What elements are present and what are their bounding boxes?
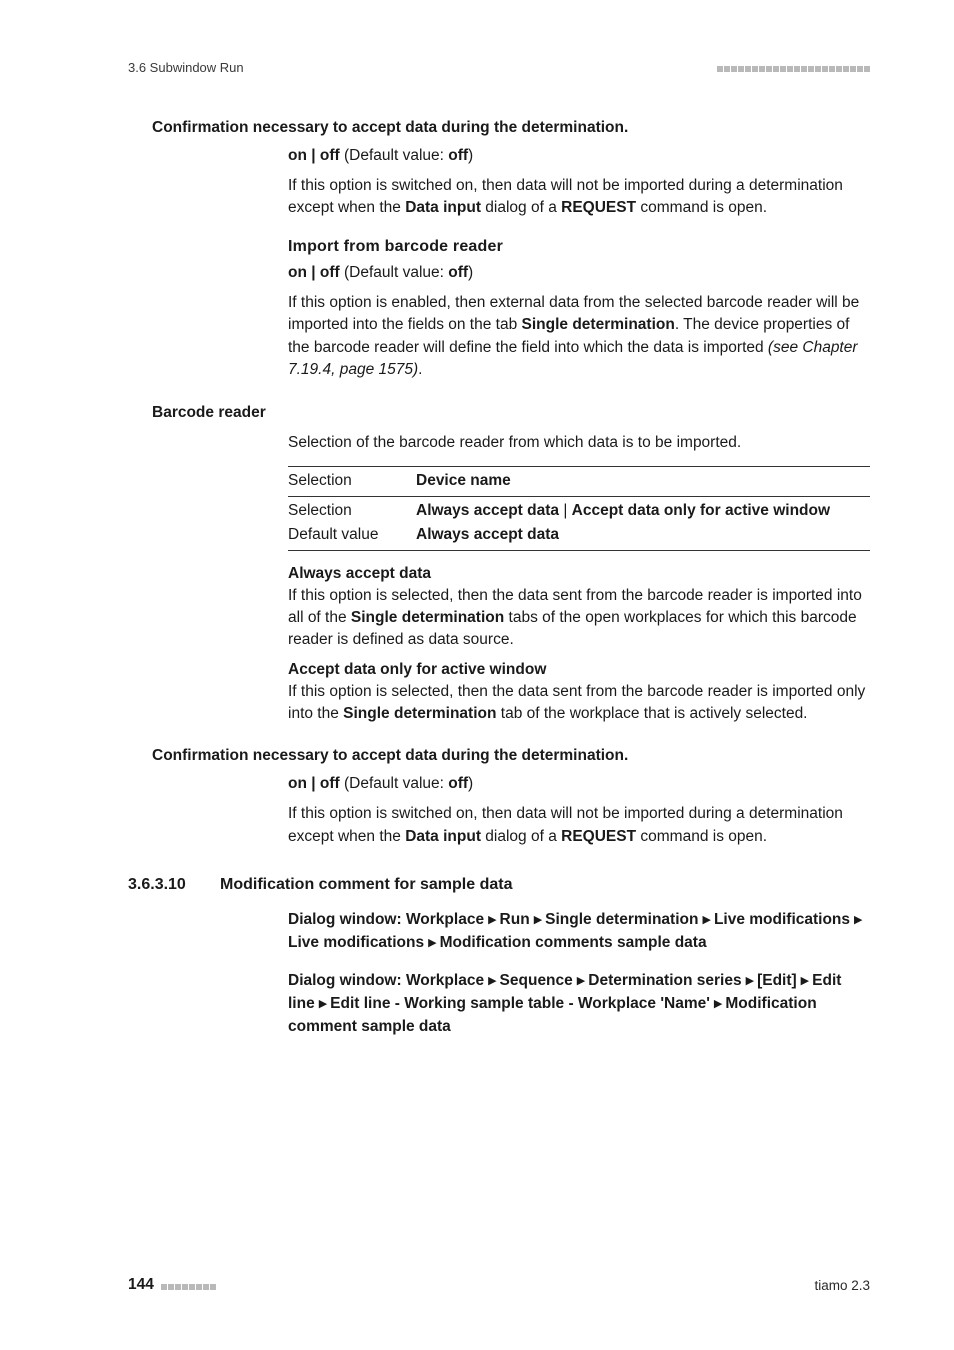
page-footer: 144 tiamo 2.3 [128, 1276, 870, 1294]
running-header: 3.6 Subwindow Run [128, 60, 870, 75]
footer-right: tiamo 2.3 [814, 1278, 870, 1293]
onoff-post: ) [468, 775, 473, 792]
definition-active-window: Accept data only for active window If th… [288, 661, 870, 725]
heading-confirmation-1: Confirmation necessary to accept data du… [152, 119, 870, 137]
page-content: Confirmation necessary to accept data du… [128, 119, 870, 1038]
chevron-right-icon: ▶ [801, 973, 809, 990]
definition-always-accept: Always accept data If this option is sel… [288, 565, 870, 651]
chevron-right-icon: ▶ [488, 973, 496, 990]
table-rule [288, 550, 870, 551]
table-cell-value: Always accept data | Accept data only fo… [416, 502, 870, 520]
onoff-default: off [448, 775, 468, 792]
heading-confirmation-2: Confirmation necessary to accept data du… [152, 747, 870, 765]
chevron-right-icon: ▶ [428, 935, 436, 952]
table-cell-label: Default value [288, 526, 416, 544]
breadcrumb-1: Dialog window: Workplace▶Run▶Single dete… [288, 908, 870, 955]
chevron-right-icon: ▶ [319, 996, 327, 1013]
para-import: If this option is enabled, then external… [288, 292, 870, 382]
para-barcode-intro: Selection of the barcode reader from whi… [288, 432, 870, 454]
subsection-number: 3.6.3.10 [128, 876, 220, 894]
breadcrumb-2: Dialog window: Workplace▶Sequence▶Determ… [288, 969, 870, 1039]
onoff-options: on | off [288, 147, 340, 164]
onoff-post: ) [468, 264, 473, 281]
definition-body: If this option is selected, then the dat… [288, 585, 870, 651]
block-subsection: Dialog window: Workplace▶Run▶Single dete… [288, 908, 870, 1038]
onoff-mid: (Default value: [340, 775, 449, 792]
onoff-default: off [448, 264, 468, 281]
onoff-line-1: on | off (Default value: off) [288, 147, 870, 165]
header-ornament [716, 60, 870, 75]
page-number: 144 [128, 1276, 154, 1294]
chevron-right-icon: ▶ [854, 912, 862, 929]
onoff-options: on | off [288, 264, 340, 281]
table-cell-label: Selection [288, 472, 416, 490]
subsection-title: Modification comment for sample data [220, 876, 512, 894]
para-confirmation-2: If this option is switched on, then data… [288, 803, 870, 848]
subsection-header: 3.6.3.10 Modification comment for sample… [128, 876, 870, 894]
chevron-right-icon: ▶ [714, 996, 722, 1013]
onoff-options: on | off [288, 775, 340, 792]
chevron-right-icon: ▶ [702, 912, 710, 929]
chevron-right-icon: ▶ [746, 973, 754, 990]
table-row: Selection Device name [288, 467, 870, 496]
header-left: 3.6 Subwindow Run [128, 60, 244, 75]
table-row: Default value Always accept data [288, 526, 870, 550]
onoff-mid: (Default value: [340, 264, 449, 281]
heading-import-barcode: Import from barcode reader [288, 238, 870, 256]
table-cell-value: Always accept data [416, 526, 870, 544]
footer-ornament [160, 1278, 216, 1293]
chevron-right-icon: ▶ [488, 912, 496, 929]
block-confirmation-1: on | off (Default value: off) If this op… [288, 147, 870, 382]
block-barcode: Selection of the barcode reader from whi… [288, 432, 870, 725]
onoff-line-2: on | off (Default value: off) [288, 775, 870, 793]
chevron-right-icon: ▶ [534, 912, 542, 929]
document-page: 3.6 Subwindow Run Confirmation necessary… [0, 0, 954, 1350]
definition-body: If this option is selected, then the dat… [288, 681, 870, 725]
table-cell-label: Selection [288, 502, 416, 520]
onoff-default: off [448, 147, 468, 164]
footer-left: 144 [128, 1276, 216, 1294]
table-row: Selection Always accept data | Accept da… [288, 497, 870, 526]
definition-head: Accept data only for active window [288, 661, 870, 679]
table-cell-value: Device name [416, 472, 870, 490]
onoff-post: ) [468, 147, 473, 164]
definition-head: Always accept data [288, 565, 870, 583]
chevron-right-icon: ▶ [577, 973, 585, 990]
spec-table: Selection Device name Selection Always a… [288, 466, 870, 551]
onoff-line-import: on | off (Default value: off) [288, 264, 870, 282]
heading-barcode-reader: Barcode reader [152, 404, 870, 422]
block-confirmation-2: on | off (Default value: off) If this op… [288, 775, 870, 848]
para-confirmation-1: If this option is switched on, then data… [288, 175, 870, 220]
onoff-mid: (Default value: [340, 147, 449, 164]
